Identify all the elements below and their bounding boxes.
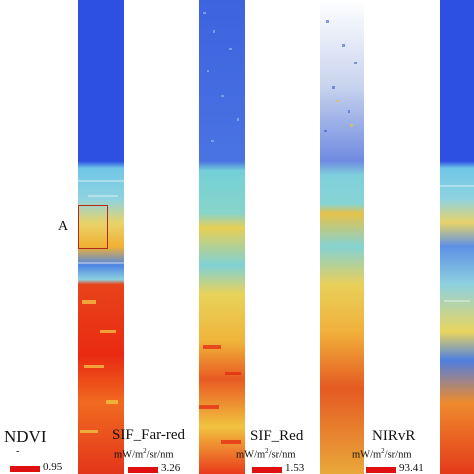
unit-superscript: 2 [381, 447, 385, 455]
sif-red-unit: mW/m2/sr/nm [236, 448, 296, 461]
ndvi-title: NDVI [4, 427, 47, 446]
ndvi-scale-max: 0.95 [43, 461, 63, 473]
unit-superscript: 2 [143, 447, 147, 455]
unit-suffix: /sr/nm [146, 449, 174, 461]
unit-prefix: mW/m [352, 449, 382, 461]
nirvr-scale-max: 93.41 [399, 462, 424, 474]
sif-red-scale-bar [252, 467, 282, 473]
region-a-label: A [58, 219, 69, 234]
sif-red-title: SIF_Red [250, 428, 304, 444]
nirvr-scale-bar [366, 467, 396, 473]
unit-suffix: /sr/nm [268, 449, 296, 461]
unit-superscript: 2 [265, 447, 269, 455]
region-a-box [78, 205, 108, 249]
unit-prefix: mW/m [114, 449, 144, 461]
nirvr-unit: mW/m2/sr/nm [352, 448, 412, 461]
nirvr-title: NIRvR [372, 428, 416, 444]
sif-red-map-strip [320, 0, 364, 474]
ndvi-map-strip [78, 0, 124, 474]
sif-far-red-scale-bar [128, 467, 158, 473]
sif-red-scale-max: 1.53 [285, 462, 305, 474]
sif-far-red-map-strip [199, 0, 245, 474]
sif-far-red-title: SIF_Far-red [112, 427, 186, 443]
sif-far-red-unit: mW/m2/sr/nm [114, 448, 174, 461]
unit-prefix: mW/m [236, 449, 266, 461]
nirvr-map-strip [440, 0, 474, 474]
ndvi-unit: - [16, 446, 20, 457]
unit-suffix: /sr/nm [384, 449, 412, 461]
ndvi-scale-bar [10, 466, 40, 472]
sif-far-red-scale-max: 3.26 [161, 462, 181, 474]
